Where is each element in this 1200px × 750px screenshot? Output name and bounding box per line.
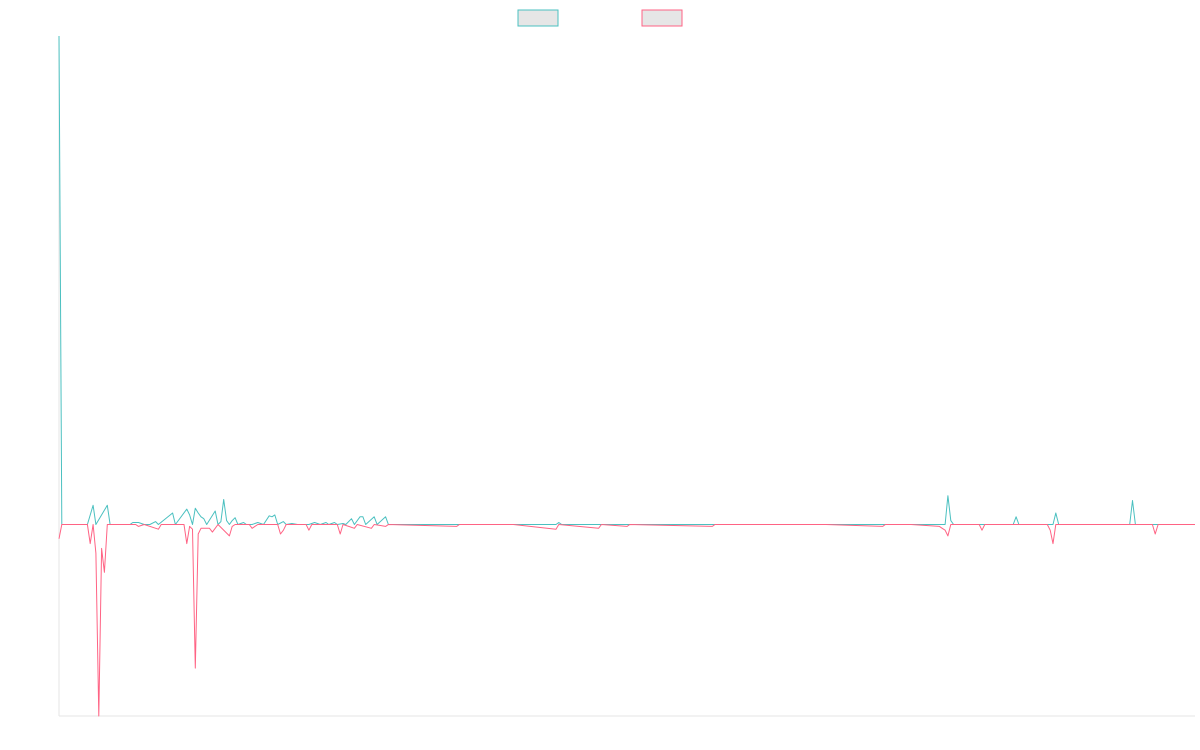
legend-swatch-2[interactable] (641, 9, 683, 27)
legend-item-2[interactable] (641, 9, 683, 27)
legend (517, 9, 683, 27)
series-line-2 (58, 524, 1195, 717)
series-line-1 (58, 35, 1195, 525)
series-group (58, 35, 1195, 717)
legend-swatch-1[interactable] (517, 9, 559, 27)
legend-item-1[interactable] (517, 9, 559, 27)
